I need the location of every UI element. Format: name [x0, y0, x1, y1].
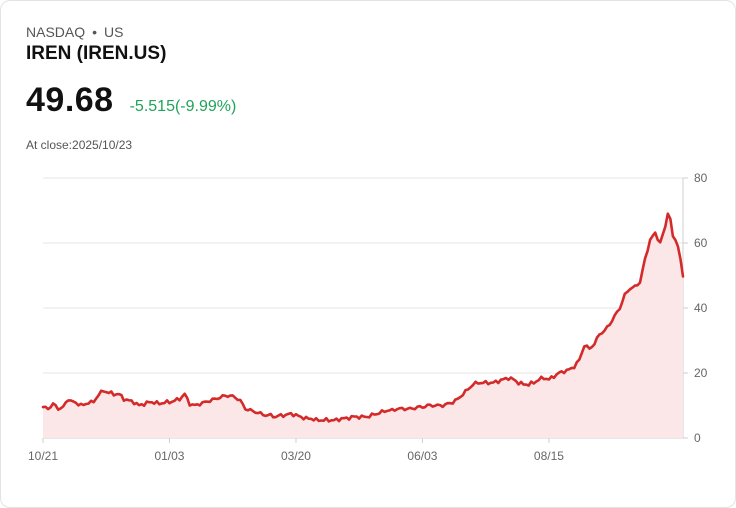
- last-price: 49.68: [26, 81, 114, 119]
- region-label: US: [104, 24, 124, 40]
- price-change: -5.515(-9.99%): [129, 98, 237, 115]
- x-tick-label-08/15: 08/15: [534, 449, 564, 463]
- exchange-name: NASDAQ: [26, 24, 86, 40]
- y-tick-label-40: 40: [694, 301, 708, 315]
- close-timestamp: At close:2025/10/23: [26, 138, 133, 152]
- price-line: [41, 212, 685, 423]
- price-area-fill: [43, 213, 683, 438]
- x-tick-label-01/03: 01/03: [154, 449, 184, 463]
- separator-dot: •: [92, 24, 98, 40]
- x-tick-label-06/03: 06/03: [407, 449, 437, 463]
- symbol-title: IREN (IREN.US): [26, 43, 167, 64]
- exchange-row: NASDAQ • US: [26, 24, 123, 40]
- y-tick-label-0: 0: [694, 431, 701, 445]
- price-row: 49.68 -5.515(-9.99%): [26, 81, 236, 120]
- y-tick-label-80: 80: [694, 171, 708, 185]
- y-tick-label-20: 20: [694, 366, 708, 380]
- x-tick-label-10/21: 10/21: [28, 449, 58, 463]
- y-tick-label-60: 60: [694, 236, 708, 250]
- x-tick-label-03/20: 03/20: [281, 449, 311, 463]
